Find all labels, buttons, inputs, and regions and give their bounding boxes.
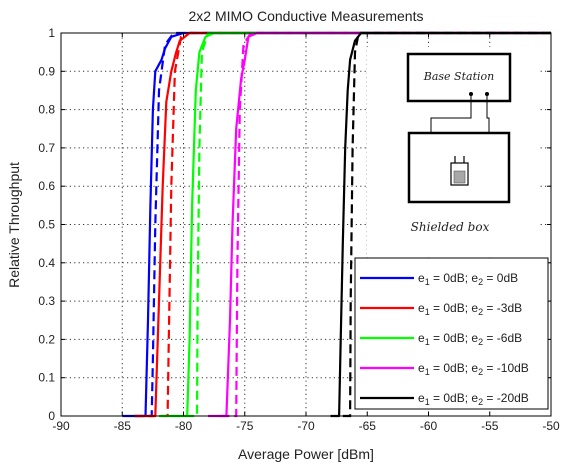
legend-label-3: e1 = 0dB; e2 = -6dB xyxy=(418,331,522,347)
plot-axes xyxy=(60,32,552,417)
series-line-dashed-2 xyxy=(146,31,551,418)
x-tick-label: -70 xyxy=(297,419,315,433)
y-tick-label: 0.9 xyxy=(38,64,55,78)
x-tick-label: -50 xyxy=(542,419,560,433)
y-tick-label: 0.5 xyxy=(38,218,55,232)
y-tick-label: 1 xyxy=(48,26,55,40)
plot-frame xyxy=(60,32,552,417)
x-tick-label: -85 xyxy=(114,419,132,433)
y-tick-label: 0.4 xyxy=(38,256,55,270)
y-axis-label: Relative Throughput xyxy=(6,162,22,288)
y-tick-label: 0.8 xyxy=(38,103,55,117)
y-tick-label: 0.2 xyxy=(38,332,55,346)
series-line-solid-4 xyxy=(208,31,551,418)
x-tick-label: -60 xyxy=(420,419,438,433)
legend-label-1: e1 = 0dB; e2 = 0dB xyxy=(418,271,518,287)
base-station-label: Base Station xyxy=(423,70,494,83)
x-tick-label: -65 xyxy=(359,419,377,433)
x-tick-label: -75 xyxy=(236,419,254,433)
tick-labels: -90 -85 -80 -75 -70 -65 -60 -55 -50 0 0.1 0.2 0.3 0.4… xyxy=(38,26,560,433)
series-line-solid-1 xyxy=(122,31,551,418)
legend-box xyxy=(354,257,549,410)
y-tick-label: 0.6 xyxy=(38,179,55,193)
y-tick-label: 0.1 xyxy=(38,371,55,385)
chart-title: 2x2 MIMO Conductive Measurements xyxy=(189,8,424,24)
y-tick-label: 0.3 xyxy=(38,294,55,308)
cable-icon xyxy=(430,94,490,181)
y-tick-label: 0.7 xyxy=(38,141,55,155)
y-tick-label: 0 xyxy=(48,409,55,423)
legend-label-4: e1 = 0dB; e2 = -10dB xyxy=(418,361,529,377)
series-line-solid-2 xyxy=(134,31,551,418)
base-station-box xyxy=(406,52,512,103)
legend: e1 = 0dB; e2 = 0dB e1 = 0dB; e2 = -3dB e1 … xyxy=(354,257,549,410)
x-tick-label: -80 xyxy=(175,419,193,433)
shielded-box-label: Shielded box xyxy=(411,220,490,234)
series-line-solid-3 xyxy=(159,31,551,418)
legend-label-2: e1 = 0dB; e2 = -3dB xyxy=(418,301,522,317)
inset-schematic: Base Station Shielded box xyxy=(367,47,538,256)
device-icon xyxy=(450,156,469,186)
x-tick-label: -90 xyxy=(52,419,70,433)
x-tick-label: -55 xyxy=(481,419,499,433)
x-axis-label: Average Power [dBm] xyxy=(238,446,374,462)
legend-label-5: e1 = 0dB; e2 = -20dB xyxy=(418,391,529,407)
